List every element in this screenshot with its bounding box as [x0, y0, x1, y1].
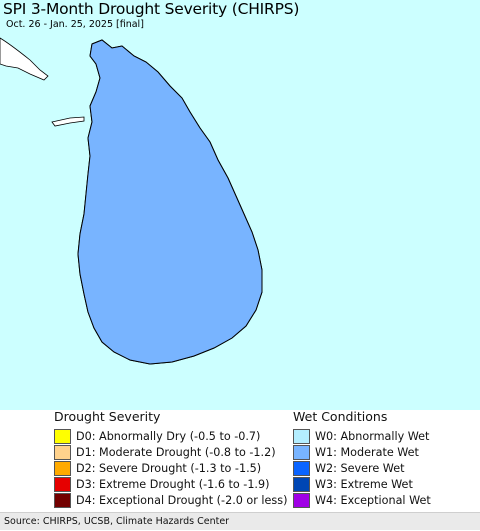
wet-swatch — [293, 476, 310, 492]
wet-label: W1: Moderate Wet — [315, 445, 419, 459]
drought-legend: Drought Severity D0: Abnormally Dry (-0.… — [54, 410, 287, 508]
map-subtitle: Oct. 26 - Jan. 25, 2025 [final] — [6, 19, 144, 30]
wet-legend-item: W0: Abnormally Wet — [293, 428, 431, 444]
drought-legend-item: D1: Moderate Drought (-0.8 to -1.2) — [54, 444, 287, 460]
drought-legend-item: D3: Extreme Drought (-1.6 to -1.9) — [54, 476, 287, 492]
map-title: SPI 3-Month Drought Severity (CHIRPS) — [3, 0, 300, 18]
wet-swatch — [293, 492, 310, 508]
drought-label: D2: Severe Drought (-1.3 to -1.5) — [76, 461, 262, 475]
drought-swatch — [54, 428, 71, 444]
drought-label: D4: Exceptional Drought (-2.0 or less) — [76, 493, 288, 507]
legend: Drought Severity D0: Abnormally Dry (-0.… — [0, 410, 480, 512]
wet-legend-list: W0: Abnormally Wet W1: Moderate Wet W2: Se… — [293, 428, 431, 508]
wet-legend-item: W3: Extreme Wet — [293, 476, 431, 492]
drought-legend-heading: Drought Severity — [54, 409, 161, 424]
wet-legend-item: W1: Moderate Wet — [293, 444, 431, 460]
drought-legend-item: D2: Severe Drought (-1.3 to -1.5) — [54, 460, 287, 476]
drought-swatch — [54, 492, 71, 508]
wet-label: W0: Abnormally Wet — [315, 429, 430, 443]
drought-label: D0: Abnormally Dry (-0.5 to -0.7) — [76, 429, 261, 443]
wet-legend-heading: Wet Conditions — [293, 409, 388, 424]
drought-legend-list: D0: Abnormally Dry (-0.5 to -0.7) D1: Mod… — [54, 428, 287, 508]
drought-legend-item: D4: Exceptional Drought (-2.0 or less) — [54, 492, 287, 508]
wet-legend: Wet Conditions W0: Abnormally Wet W1: Mod… — [293, 410, 431, 508]
drought-label: D3: Extreme Drought (-1.6 to -1.9) — [76, 477, 270, 491]
india-coast — [0, 37, 49, 81]
wet-legend-item: W2: Severe Wet — [293, 460, 431, 476]
wet-swatch — [293, 460, 310, 476]
wet-legend-item: W4: Exceptional Wet — [293, 492, 431, 508]
drought-label: D1: Moderate Drought (-0.8 to -1.2) — [76, 445, 276, 459]
drought-swatch — [54, 460, 71, 476]
drought-legend-item: D0: Abnormally Dry (-0.5 to -0.7) — [54, 428, 287, 444]
drought-swatch — [54, 444, 71, 460]
sri-lanka-map — [0, 37, 263, 365]
map-panel: SPI 3-Month Drought Severity (CHIRPS) Oc… — [0, 0, 480, 410]
source-footer: Source: CHIRPS, UCSB, Climate Hazards Ce… — [0, 512, 480, 530]
wet-swatch — [293, 428, 310, 444]
wet-swatch — [293, 444, 310, 460]
drought-swatch — [54, 476, 71, 492]
mannar-island — [51, 116, 85, 127]
wet-label: W2: Severe Wet — [315, 461, 405, 475]
wet-label: W4: Exceptional Wet — [315, 493, 431, 507]
wet-label: W3: Extreme Wet — [315, 477, 413, 491]
